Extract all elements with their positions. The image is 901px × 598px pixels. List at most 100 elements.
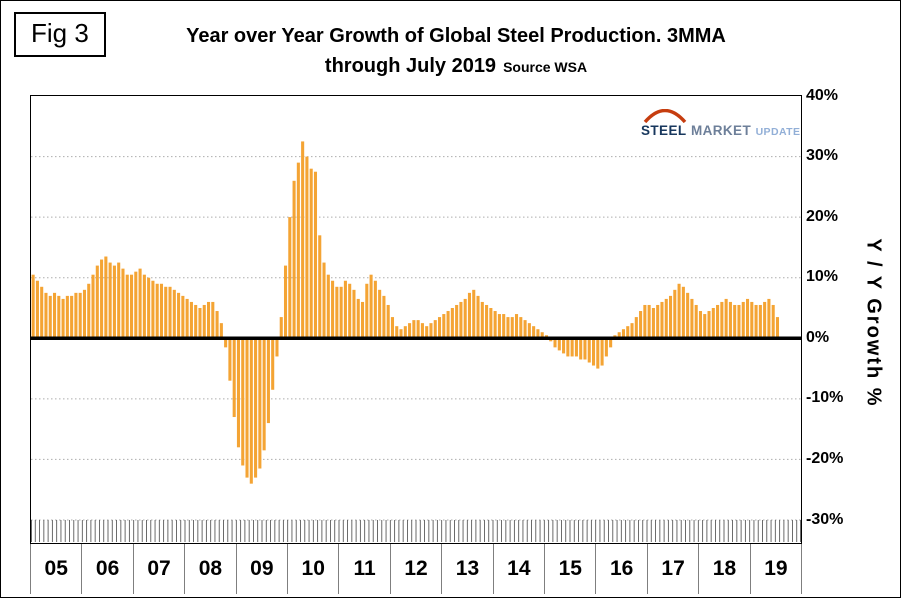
bar xyxy=(142,274,146,339)
bar xyxy=(656,304,660,339)
bar xyxy=(604,338,608,357)
bar xyxy=(450,308,454,339)
bar xyxy=(587,338,591,363)
bar xyxy=(609,338,613,348)
bar xyxy=(65,295,69,339)
bar xyxy=(489,308,493,339)
bar xyxy=(378,289,382,339)
bar xyxy=(425,326,429,339)
bar xyxy=(758,304,762,339)
bar xyxy=(660,301,664,339)
year-label: 15 xyxy=(544,544,595,594)
bar xyxy=(750,301,754,339)
bar xyxy=(343,280,347,339)
bar xyxy=(771,304,775,339)
bar xyxy=(181,295,185,339)
bar xyxy=(643,304,647,339)
year-label: 13 xyxy=(441,544,492,594)
year-label: 18 xyxy=(698,544,749,594)
bar xyxy=(703,314,707,339)
bar xyxy=(348,283,352,339)
bar xyxy=(125,274,129,339)
y-tick-label: 20% xyxy=(806,207,839,225)
bar xyxy=(219,323,223,339)
year-label: 16 xyxy=(595,544,646,594)
bar xyxy=(634,317,638,339)
bar xyxy=(763,301,767,339)
bar xyxy=(408,323,412,339)
bar xyxy=(647,304,651,339)
bar xyxy=(433,320,437,339)
bar xyxy=(639,311,643,339)
bar xyxy=(690,298,694,339)
bar xyxy=(318,235,322,339)
bar xyxy=(258,338,262,469)
bar xyxy=(296,162,300,339)
y-tick-label: 30% xyxy=(806,147,839,165)
bar xyxy=(326,274,330,339)
bar xyxy=(241,338,245,466)
bar xyxy=(35,280,39,339)
year-label: 14 xyxy=(492,544,544,594)
bar xyxy=(117,262,121,339)
bar xyxy=(459,301,463,339)
bar xyxy=(493,311,497,339)
chart-title-line2: through July 2019 Source WSA xyxy=(324,55,588,77)
bar xyxy=(463,298,467,339)
logo-arc-icon xyxy=(643,109,687,123)
bar xyxy=(52,292,57,339)
bar xyxy=(591,338,596,366)
bar xyxy=(600,338,604,366)
bar xyxy=(74,292,78,339)
bar xyxy=(31,274,35,339)
bar xyxy=(621,329,626,339)
bar xyxy=(497,314,501,339)
bar xyxy=(108,262,112,339)
x-axis-year-labels: 05 06 07 08 09 10 11 12 13 14 15 16 17 18 19 xyxy=(30,544,802,594)
bar xyxy=(403,326,407,339)
bar xyxy=(155,283,159,339)
bar xyxy=(540,332,544,339)
year-label: 19 xyxy=(749,544,801,594)
bar xyxy=(617,332,621,339)
y-tick-label: 40% xyxy=(806,86,839,104)
bar xyxy=(442,314,446,339)
bar xyxy=(224,338,228,348)
bar xyxy=(95,265,99,339)
bar xyxy=(129,274,134,339)
bar-chart-svg xyxy=(31,141,801,542)
bar xyxy=(733,304,737,339)
bar xyxy=(596,338,600,369)
bar xyxy=(309,168,313,339)
bar xyxy=(574,338,578,357)
bar xyxy=(775,317,780,339)
bar xyxy=(519,317,523,339)
bar xyxy=(386,304,390,339)
bar xyxy=(138,268,142,339)
y-tick-label: -10% xyxy=(806,389,844,407)
bar xyxy=(228,338,232,381)
bar xyxy=(566,338,570,357)
bar xyxy=(502,314,506,339)
y-tick-label: 0% xyxy=(806,328,830,346)
bar xyxy=(211,301,215,339)
bar xyxy=(185,298,189,339)
bar xyxy=(626,326,630,339)
bar xyxy=(339,286,343,339)
bar xyxy=(360,301,365,339)
bar xyxy=(412,320,416,339)
bar xyxy=(754,304,758,339)
y-tick-label: -30% xyxy=(806,510,844,528)
bar xyxy=(271,338,275,390)
bar xyxy=(331,280,335,339)
chart-source: Source WSA xyxy=(503,59,588,75)
bar xyxy=(716,304,720,339)
bar xyxy=(390,317,395,339)
bar xyxy=(322,262,326,339)
bar xyxy=(313,171,318,339)
bar xyxy=(168,286,172,339)
bar xyxy=(382,295,386,339)
bar xyxy=(356,298,360,339)
bar xyxy=(720,301,724,339)
year-label: 05 xyxy=(30,544,81,594)
